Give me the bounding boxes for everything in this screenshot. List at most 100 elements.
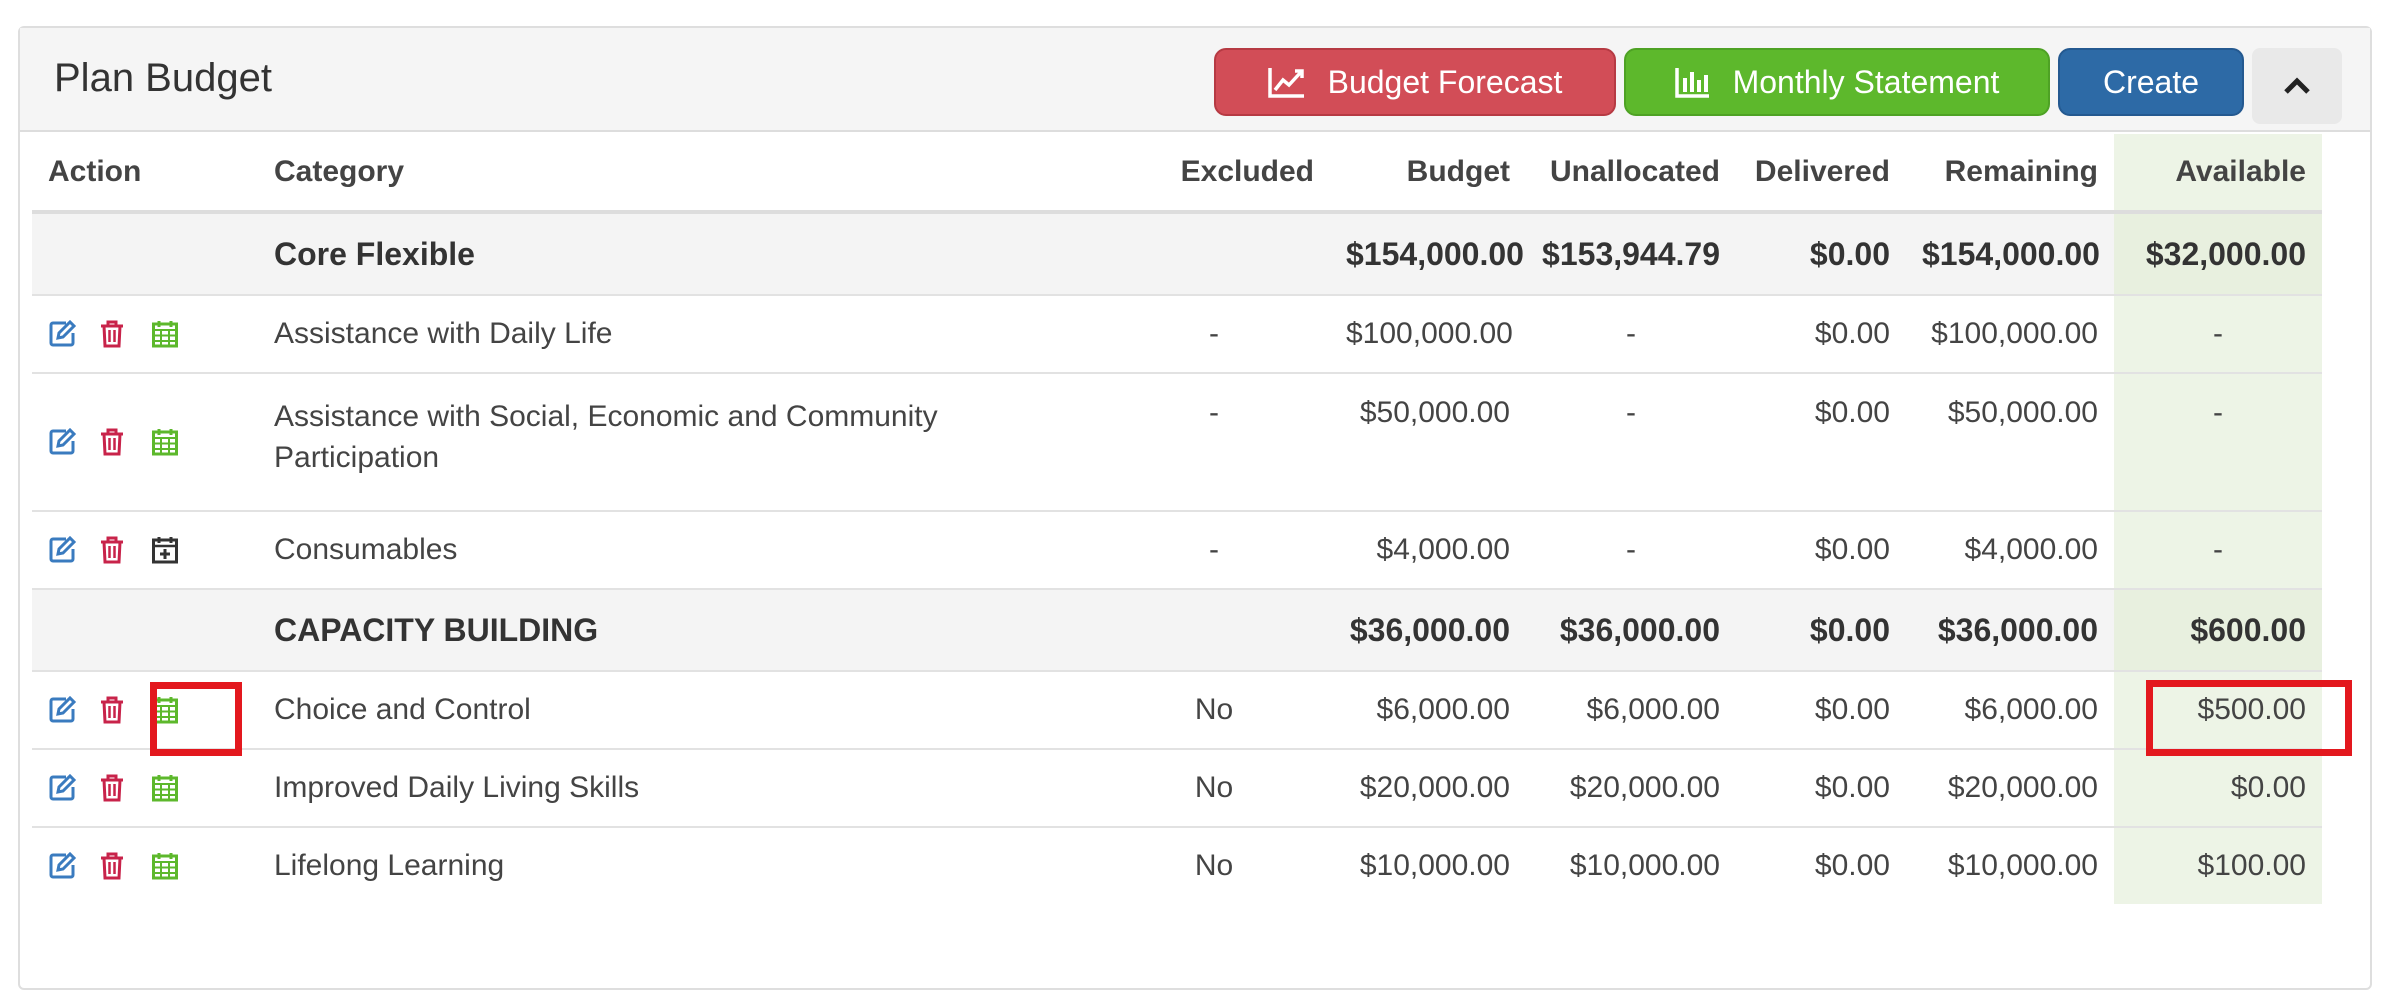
column-header-available: Available (2114, 134, 2322, 214)
table-row: Assistance with Daily Life - $100,000.00… (32, 294, 2322, 373)
delivered-cell: $0.00 (1736, 510, 1906, 589)
edit-icon[interactable] (48, 774, 76, 802)
column-header-action: Action (32, 134, 258, 214)
delivered-cell: $0.00 (1736, 670, 1906, 749)
group-name: CAPACITY BUILDING (258, 588, 1098, 671)
budget-cell: $100,000.00 (1330, 294, 1526, 373)
trash-icon[interactable] (100, 428, 128, 456)
category-cell: Assistance with Daily Life (258, 294, 1098, 373)
delivered-cell: $0.00 (1736, 748, 1906, 827)
create-button[interactable]: Create (2058, 48, 2244, 116)
group-delivered: $0.00 (1736, 588, 1906, 671)
action-cell (32, 826, 258, 904)
calendar-icon[interactable] (152, 696, 180, 724)
group-action-cell (32, 588, 258, 671)
group-action-cell (32, 211, 258, 295)
unallocated-cell: $20,000.00 (1526, 748, 1736, 827)
group-available: $600.00 (2114, 588, 2322, 671)
monthly-statement-label: Monthly Statement (1732, 63, 2000, 100)
trash-icon[interactable] (100, 852, 128, 880)
delivered-cell: $0.00 (1736, 372, 1906, 511)
unallocated-cell: - (1526, 510, 1736, 589)
table-row: Improved Daily Living Skills No $20,000.… (32, 748, 2322, 827)
trash-icon[interactable] (100, 696, 128, 724)
calendar-icon[interactable] (152, 428, 180, 456)
column-header-excluded: Excluded (1098, 134, 1330, 214)
category-cell: Assistance with Social, Economic and Com… (258, 372, 1098, 511)
edit-icon[interactable] (48, 536, 76, 564)
budget-table-wrap: Action Category Excluded Budget Unalloca… (32, 134, 2322, 904)
group-excluded (1098, 211, 1330, 295)
group-row-core-flexible: Core Flexible $154,000.00 $153,944.79 $0… (32, 211, 2322, 295)
budget-cell: $6,000.00 (1330, 670, 1526, 749)
table-header-row: Action Category Excluded Budget Unalloca… (32, 134, 2322, 214)
trash-icon[interactable] (100, 320, 128, 348)
budget-cell: $50,000.00 (1330, 372, 1526, 511)
edit-icon[interactable] (48, 320, 76, 348)
action-cell (32, 510, 258, 589)
excluded-cell: No (1098, 748, 1330, 827)
column-header-unallocated: Unallocated (1526, 134, 1736, 214)
calendar-icon[interactable] (152, 774, 180, 802)
category-cell: Choice and Control (258, 670, 1098, 749)
remaining-cell: $6,000.00 (1906, 670, 2114, 749)
edit-icon[interactable] (48, 428, 76, 456)
group-delivered: $0.00 (1736, 211, 1906, 295)
available-cell: - (2114, 510, 2322, 589)
calendar-icon[interactable] (152, 852, 180, 880)
calendar-icon[interactable] (152, 320, 180, 348)
column-header-delivered: Delivered (1736, 134, 1906, 214)
available-cell: $500.00 (2114, 670, 2322, 749)
action-cell (32, 670, 258, 749)
action-cell (32, 372, 258, 511)
unallocated-cell: - (1526, 294, 1736, 373)
column-header-budget: Budget (1330, 134, 1526, 214)
category-cell: Improved Daily Living Skills (258, 748, 1098, 827)
create-label: Create (2102, 63, 2200, 100)
available-cell: - (2114, 294, 2322, 373)
group-name: Core Flexible (258, 211, 1098, 295)
excluded-cell: No (1098, 670, 1330, 749)
delivered-cell: $0.00 (1736, 294, 1906, 373)
remaining-cell: $100,000.00 (1906, 294, 2114, 373)
delivered-cell: $0.00 (1736, 826, 1906, 904)
excluded-cell: - (1098, 372, 1330, 511)
edit-icon[interactable] (48, 696, 76, 724)
group-unallocated: $153,944.79 (1526, 211, 1736, 295)
group-budget: $36,000.00 (1330, 588, 1526, 671)
category-cell: Consumables (258, 510, 1098, 589)
unallocated-cell: $10,000.00 (1526, 826, 1736, 904)
action-cell (32, 748, 258, 827)
trash-icon[interactable] (100, 774, 128, 802)
bar-chart-icon (1674, 68, 1709, 98)
table-row: Choice and Control No $6,000.00 $6,000.0… (32, 670, 2322, 749)
chevron-up-icon (2284, 77, 2310, 94)
remaining-cell: $10,000.00 (1906, 826, 2114, 904)
group-unallocated: $36,000.00 (1526, 588, 1736, 671)
table-row: Assistance with Social, Economic and Com… (32, 372, 2322, 511)
budget-forecast-button[interactable]: Budget Forecast (1214, 48, 1616, 116)
unallocated-cell: - (1526, 372, 1736, 511)
remaining-cell: $50,000.00 (1906, 372, 2114, 511)
calendar-plus-icon[interactable] (152, 536, 180, 564)
page-title: Plan Budget (54, 56, 272, 100)
available-cell: $100.00 (2114, 826, 2322, 904)
available-cell: - (2114, 372, 2322, 511)
column-header-remaining: Remaining (1906, 134, 2114, 214)
group-available: $32,000.00 (2114, 211, 2322, 295)
edit-icon[interactable] (48, 852, 76, 880)
monthly-statement-button[interactable]: Monthly Statement (1624, 48, 2050, 116)
budget-cell: $10,000.00 (1330, 826, 1526, 904)
panel-header: Plan Budget Budget Forecast Monthly Stat… (20, 28, 2370, 132)
budget-cell: $4,000.00 (1330, 510, 1526, 589)
available-cell: $0.00 (2114, 748, 2322, 827)
budget-table: Action Category Excluded Budget Unalloca… (32, 134, 2322, 904)
group-remaining: $36,000.00 (1906, 588, 2114, 671)
excluded-cell: - (1098, 510, 1330, 589)
collapse-button[interactable] (2252, 48, 2342, 124)
excluded-cell: - (1098, 294, 1330, 373)
trash-icon[interactable] (100, 536, 128, 564)
excluded-cell: No (1098, 826, 1330, 904)
table-row: Lifelong Learning No $10,000.00 $10,000.… (32, 826, 2322, 904)
action-cell (32, 294, 258, 373)
